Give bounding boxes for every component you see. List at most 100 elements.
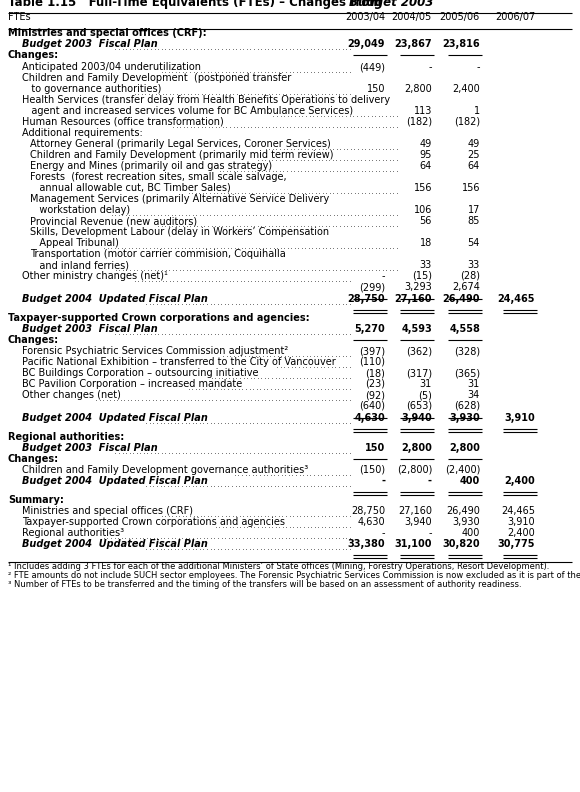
Text: 33: 33 bbox=[420, 260, 432, 270]
Text: Regional authorities:: Regional authorities: bbox=[8, 432, 124, 442]
Text: (18): (18) bbox=[365, 368, 385, 378]
Text: -: - bbox=[382, 271, 385, 281]
Text: Energy and Mines (primarily oil and gas strategy): Energy and Mines (primarily oil and gas … bbox=[30, 161, 272, 171]
Text: 18: 18 bbox=[420, 238, 432, 248]
Text: 49: 49 bbox=[420, 139, 432, 149]
Text: 150: 150 bbox=[365, 443, 385, 453]
Text: 23,867: 23,867 bbox=[394, 39, 432, 49]
Text: Changes:: Changes: bbox=[8, 50, 59, 60]
Text: 2,674: 2,674 bbox=[452, 282, 480, 292]
Text: -: - bbox=[382, 528, 385, 538]
Text: 31: 31 bbox=[420, 379, 432, 389]
Text: 4,630: 4,630 bbox=[354, 413, 385, 423]
Text: 64: 64 bbox=[420, 161, 432, 171]
Text: Budget 2004  Updated Fiscal Plan: Budget 2004 Updated Fiscal Plan bbox=[22, 294, 208, 304]
Text: 2004/05: 2004/05 bbox=[392, 12, 432, 22]
Text: 1: 1 bbox=[474, 106, 480, 116]
Text: 26,490: 26,490 bbox=[446, 506, 480, 516]
Text: 64: 64 bbox=[467, 161, 480, 171]
Text: (28): (28) bbox=[460, 271, 480, 281]
Text: Pacific National Exhibition – transferred to the City of Vancouver: Pacific National Exhibition – transferre… bbox=[22, 357, 336, 367]
Text: -: - bbox=[381, 476, 385, 486]
Text: Budget 2004  Updated Fiscal Plan: Budget 2004 Updated Fiscal Plan bbox=[22, 476, 208, 486]
Text: Transportation (motor carrier commision, Coquihalla: Transportation (motor carrier commision,… bbox=[30, 249, 286, 259]
Text: Summary:: Summary: bbox=[8, 495, 64, 505]
Text: 33: 33 bbox=[467, 260, 480, 270]
Text: 2,800: 2,800 bbox=[449, 443, 480, 453]
Text: (628): (628) bbox=[454, 401, 480, 411]
Text: Human Resources (office transformation): Human Resources (office transformation) bbox=[22, 117, 224, 127]
Text: Ministries and special offices (CRF): Ministries and special offices (CRF) bbox=[22, 506, 193, 516]
Text: 34: 34 bbox=[467, 390, 480, 400]
Text: 3,940: 3,940 bbox=[401, 413, 432, 423]
Text: Health Services (transfer delay from Health Benefits Operations to delivery: Health Services (transfer delay from Hea… bbox=[22, 95, 390, 105]
Text: Budget 2003: Budget 2003 bbox=[349, 0, 433, 9]
Text: Appeal Tribunal): Appeal Tribunal) bbox=[30, 238, 119, 248]
Text: (110): (110) bbox=[359, 357, 385, 367]
Text: (182): (182) bbox=[454, 117, 480, 127]
Text: 400: 400 bbox=[462, 528, 480, 538]
Text: Budget 2003  Fiscal Plan: Budget 2003 Fiscal Plan bbox=[22, 324, 158, 334]
Text: Provincial Revenue (new auditors): Provincial Revenue (new auditors) bbox=[30, 216, 197, 226]
Text: 2006/07: 2006/07 bbox=[495, 12, 535, 22]
Text: Management Services (primarily Alternative Service Delivery: Management Services (primarily Alternati… bbox=[30, 194, 329, 204]
Text: (397): (397) bbox=[359, 346, 385, 356]
Text: Budget 2003  Fiscal Plan: Budget 2003 Fiscal Plan bbox=[22, 39, 158, 49]
Text: 2003/04: 2003/04 bbox=[345, 12, 385, 22]
Text: Additional requirements:: Additional requirements: bbox=[22, 128, 143, 138]
Text: 30,820: 30,820 bbox=[443, 539, 480, 549]
Text: 4,558: 4,558 bbox=[449, 324, 480, 334]
Text: (2,400): (2,400) bbox=[445, 465, 480, 475]
Text: Other changes (net): Other changes (net) bbox=[22, 390, 121, 400]
Text: 26,490: 26,490 bbox=[443, 294, 480, 304]
Text: agent and increased services volume for BC Ambulance Services): agent and increased services volume for … bbox=[22, 106, 353, 116]
Text: Ministries and special offices (CRF):: Ministries and special offices (CRF): bbox=[8, 28, 206, 38]
Text: 3,930: 3,930 bbox=[450, 413, 480, 423]
Text: 4,593: 4,593 bbox=[401, 324, 432, 334]
Text: (2,800): (2,800) bbox=[397, 465, 432, 475]
Text: Anticipated 2003/04 underutilization: Anticipated 2003/04 underutilization bbox=[22, 62, 201, 72]
Text: -: - bbox=[429, 528, 432, 538]
Text: Skills, Development Labour (delay in Workers’ Compensation: Skills, Development Labour (delay in Wor… bbox=[30, 227, 329, 237]
Text: 54: 54 bbox=[467, 238, 480, 248]
Text: 17: 17 bbox=[467, 205, 480, 215]
Text: 2,400: 2,400 bbox=[452, 84, 480, 94]
Text: (328): (328) bbox=[454, 346, 480, 356]
Text: 5,270: 5,270 bbox=[354, 324, 385, 334]
Text: 400: 400 bbox=[460, 476, 480, 486]
Text: annual allowable cut, BC Timber Sales): annual allowable cut, BC Timber Sales) bbox=[30, 183, 231, 193]
Text: 31,100: 31,100 bbox=[394, 539, 432, 549]
Text: -: - bbox=[477, 62, 480, 72]
Text: BC Buildings Corporation – outsourcing initiative: BC Buildings Corporation – outsourcing i… bbox=[22, 368, 259, 378]
Text: (299): (299) bbox=[359, 282, 385, 292]
Text: Taxpayer-supported Crown corporations and agencies:: Taxpayer-supported Crown corporations an… bbox=[8, 313, 310, 323]
Text: 106: 106 bbox=[414, 205, 432, 215]
Text: 3,910: 3,910 bbox=[508, 517, 535, 527]
Text: 25: 25 bbox=[467, 150, 480, 160]
Text: to governance authorities): to governance authorities) bbox=[22, 84, 161, 94]
Text: 4,630: 4,630 bbox=[357, 517, 385, 527]
Text: 24,465: 24,465 bbox=[501, 506, 535, 516]
Text: Table 1.15   Full-Time Equivalents (FTEs) – Changes from: Table 1.15 Full-Time Equivalents (FTEs) … bbox=[8, 0, 386, 9]
Text: (23): (23) bbox=[365, 379, 385, 389]
Text: BC Pavilion Corporation – increased mandate: BC Pavilion Corporation – increased mand… bbox=[22, 379, 242, 389]
Text: (317): (317) bbox=[406, 368, 432, 378]
Text: (362): (362) bbox=[406, 346, 432, 356]
Text: 113: 113 bbox=[414, 106, 432, 116]
Text: Changes:: Changes: bbox=[8, 454, 59, 464]
Text: Changes:: Changes: bbox=[8, 335, 59, 345]
Text: 33,380: 33,380 bbox=[347, 539, 385, 549]
Text: (5): (5) bbox=[418, 390, 432, 400]
Text: 156: 156 bbox=[462, 183, 480, 193]
Text: Attorney General (primarily Legal Services, Coroner Services): Attorney General (primarily Legal Servic… bbox=[30, 139, 331, 149]
Text: 85: 85 bbox=[467, 216, 480, 226]
Text: 29,049: 29,049 bbox=[347, 39, 385, 49]
Text: 3,930: 3,930 bbox=[452, 517, 480, 527]
Text: (653): (653) bbox=[406, 401, 432, 411]
Text: Children and Family Development governance authorities³: Children and Family Development governan… bbox=[22, 465, 308, 475]
Text: 2,800: 2,800 bbox=[404, 84, 432, 94]
Text: -: - bbox=[428, 476, 432, 486]
Text: and inland ferries): and inland ferries) bbox=[30, 260, 129, 270]
Text: 3,940: 3,940 bbox=[404, 517, 432, 527]
Text: 23,816: 23,816 bbox=[443, 39, 480, 49]
